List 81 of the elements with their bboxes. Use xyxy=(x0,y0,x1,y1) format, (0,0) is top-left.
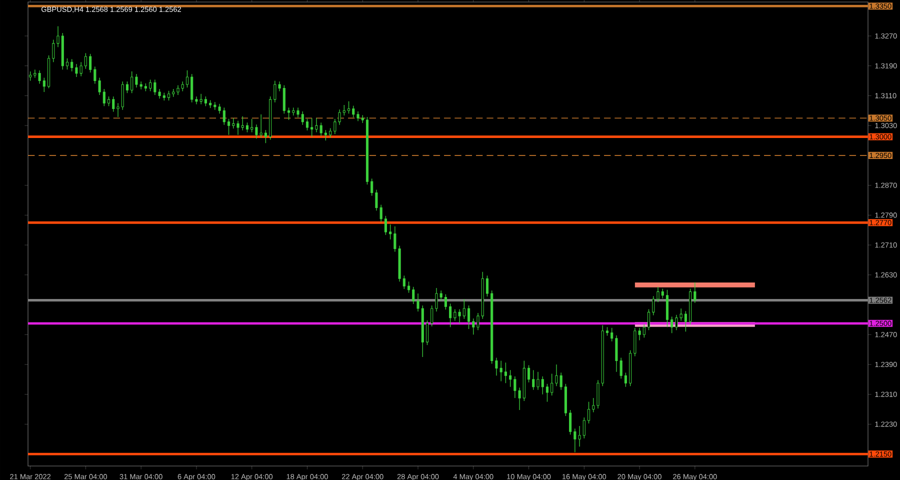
candlestick xyxy=(52,39,55,62)
candlestick xyxy=(509,370,512,388)
candlestick xyxy=(610,328,614,342)
candlestick xyxy=(107,96,110,106)
candlestick xyxy=(536,372,540,390)
candlestick xyxy=(329,128,332,138)
candlestick xyxy=(694,282,696,304)
candlestick xyxy=(241,116,244,131)
candlestick xyxy=(546,384,549,402)
candlestick xyxy=(592,398,595,413)
candlestick xyxy=(569,410,572,435)
candlestick xyxy=(301,111,304,126)
candlestick xyxy=(324,130,327,141)
candlestick xyxy=(389,224,392,240)
candlestick xyxy=(102,88,106,106)
candlestick xyxy=(306,118,309,131)
candlestick xyxy=(227,118,230,136)
candlestick xyxy=(444,294,447,310)
candlestick xyxy=(426,320,429,346)
candlestick xyxy=(356,111,360,122)
candlestick xyxy=(370,178,374,196)
candlestick xyxy=(486,275,489,297)
candlestick xyxy=(587,401,590,424)
candlestick xyxy=(582,417,586,439)
candlestick xyxy=(416,293,420,312)
candlestick xyxy=(661,288,664,299)
candlestick xyxy=(287,107,290,120)
candlestick xyxy=(126,81,129,94)
candlestick xyxy=(624,372,627,388)
candlestick xyxy=(130,71,134,94)
candlestick xyxy=(430,305,434,327)
candlestick xyxy=(29,71,32,82)
candlestick xyxy=(472,318,475,335)
candlestick xyxy=(70,58,74,72)
candlestick xyxy=(176,84,180,96)
candlestick xyxy=(250,118,254,133)
candlestick xyxy=(352,105,355,118)
candlestick xyxy=(652,296,655,316)
candlestick xyxy=(116,102,120,118)
candlestick xyxy=(402,275,406,290)
candlestick xyxy=(56,26,60,48)
candlestick xyxy=(476,312,480,330)
candlestick xyxy=(647,308,650,330)
candlestick xyxy=(89,54,92,73)
candlestick xyxy=(42,77,46,92)
candlestick xyxy=(264,130,267,144)
candlestick xyxy=(684,310,687,332)
candlestick xyxy=(527,364,530,383)
candlestick xyxy=(282,84,286,114)
candlestick xyxy=(222,107,226,126)
candlestick xyxy=(384,216,387,236)
candlestick xyxy=(246,122,249,133)
candlestick xyxy=(656,286,660,302)
candlestick xyxy=(467,305,470,330)
candlestick xyxy=(449,303,452,328)
candlestick xyxy=(670,316,674,334)
candlestick xyxy=(149,79,152,92)
candlestick xyxy=(541,376,544,395)
candlestick xyxy=(121,81,124,110)
candlestick xyxy=(550,373,554,396)
candlestick xyxy=(407,281,410,294)
candlestick xyxy=(642,324,646,338)
candlestick xyxy=(412,286,415,304)
candlestick xyxy=(596,380,600,409)
candlestick xyxy=(342,104,346,116)
candlestick xyxy=(84,52,87,70)
candlestick xyxy=(112,96,115,112)
candlestick xyxy=(190,74,194,103)
candlestick xyxy=(204,96,207,106)
candlestick xyxy=(347,100,350,114)
candlestick xyxy=(167,90,170,101)
candlestick xyxy=(296,107,300,118)
candlestick xyxy=(462,298,466,320)
candlestick xyxy=(181,81,184,92)
candlestick xyxy=(236,120,240,136)
candlestick xyxy=(66,58,69,70)
candlestick xyxy=(504,362,507,384)
candlestick xyxy=(232,118,235,129)
candlestick xyxy=(186,70,189,88)
candlestick xyxy=(532,370,535,390)
candlestick xyxy=(310,118,314,138)
